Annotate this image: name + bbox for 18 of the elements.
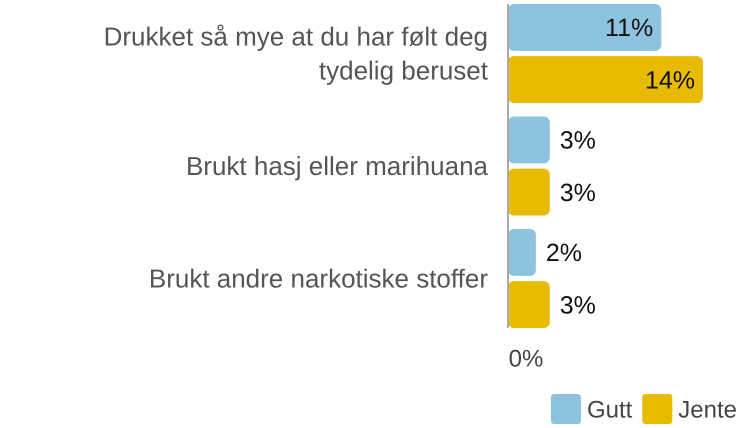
y-tick-label: Brukt andre narkotiske stoffer [148, 264, 488, 294]
y-tick-label: Brukt hasj eller marihuana [186, 151, 489, 182]
y-tick-label: Drukket så mye at du har følt deg tydelig beruset [104, 22, 489, 86]
bar [508, 229, 536, 276]
bar [508, 4, 662, 51]
data-label: 3% [560, 178, 596, 207]
bar [508, 116, 550, 164]
data-label: 3% [560, 291, 596, 320]
data-label: 14% [644, 66, 695, 94]
data-label: 2% [546, 239, 582, 268]
bar [508, 281, 550, 328]
bar [508, 168, 550, 216]
text: 0% [508, 345, 544, 372]
bar [508, 56, 703, 103]
legend-label: Gutt [586, 396, 633, 424]
data-label: 11% [605, 14, 654, 42]
data-label: 3% [560, 126, 596, 155]
legend-label: Jente [678, 396, 738, 424]
